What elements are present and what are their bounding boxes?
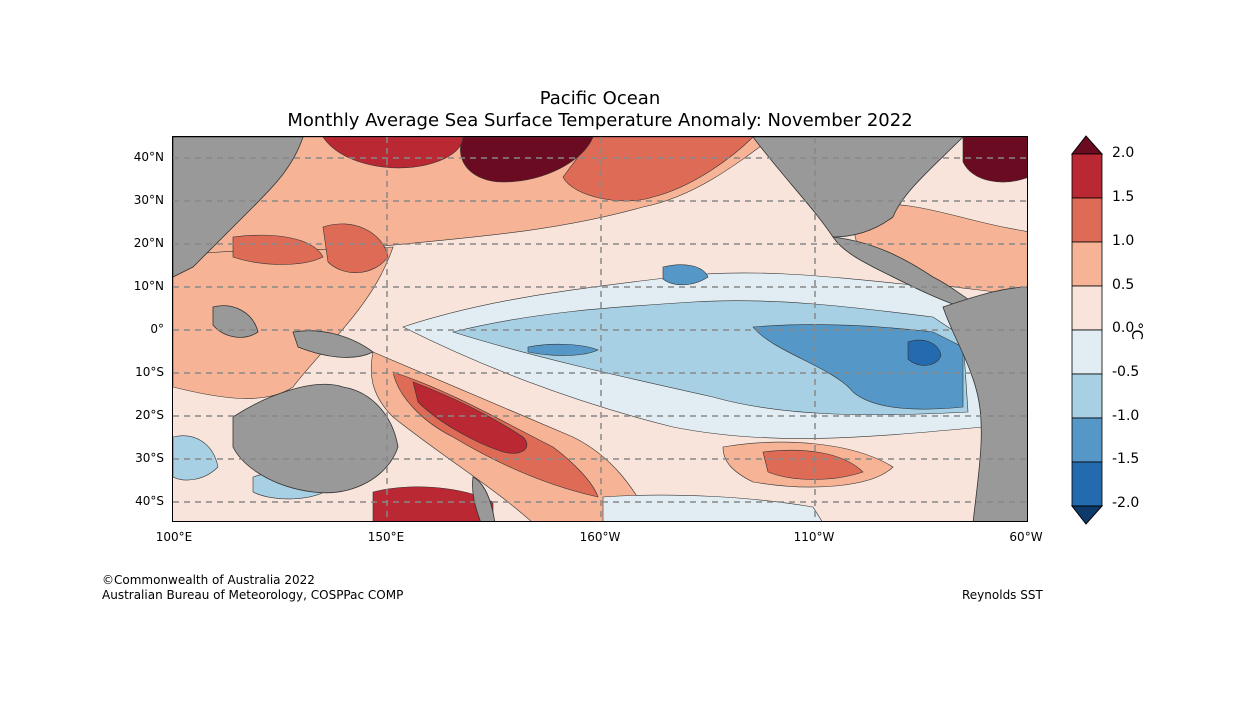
warm-anomaly-northwest-2 [322,223,389,273]
data-source-text: Reynolds SST [962,588,1043,602]
lat-label-10n: 10°N [133,279,164,293]
warm-anomaly-new-zealand [372,486,494,521]
colorbar-extend-high [1070,135,1104,155]
colorbar-bin-2 [1071,197,1103,243]
lat-label-30n: 30°N [133,193,164,207]
colorbar-bin-1 [1071,153,1103,199]
warm-anomaly-north-peak [460,137,594,183]
land-australia [232,383,399,494]
land-north-america [752,137,964,238]
map-title: Pacific Ocean [539,88,661,109]
anomaly-map [172,136,1028,522]
colorbar [1070,135,1104,525]
land-new-zealand [472,476,496,521]
colorbar-bin-7 [1071,417,1103,463]
colorbar-tick-minus-0.5: -0.5 [1112,364,1140,380]
cool-anomaly-eastern-peak [907,339,942,366]
colorbar-tick-0.5: 0.5 [1112,277,1135,293]
colorbar-tick-minus-1.0: -1.0 [1112,408,1140,424]
colorbar-unit-label: °C [1128,322,1146,340]
warm-anomaly-northeast-peak [962,137,1027,183]
colorbar-tick-minus-2.0: -2.0 [1112,495,1140,511]
lon-label-150e: 150°E [367,530,405,544]
lat-label-20n: 20°N [133,236,164,250]
land-new-guinea [292,330,374,358]
colorbar-tick-minus-1.5: -1.5 [1112,451,1140,467]
warm-anomaly-south-diagonal-peak [412,381,528,454]
colorbar-tick-2.0: 2.0 [1112,145,1135,161]
lat-label-30s: 30°S [135,451,164,465]
lon-label-60w: 60°W [1009,530,1043,544]
land-south-america [942,286,1027,521]
lat-label-40s: 40°S [135,494,164,508]
colorbar-bin-5 [1071,329,1103,375]
map-subtitle: Monthly Average Sea Surface Temperature … [287,110,913,131]
colorbar-bin-4 [1071,285,1103,331]
organization-text: Australian Bureau of Meteorology, COSPPa… [102,588,404,602]
warm-anomaly-southeast-core [762,449,864,480]
cool-anomaly-central [527,343,599,356]
lon-label-160w: 160°W [579,530,621,544]
lat-label-equator: 0° [150,322,164,336]
warm-anomaly-northwest-strong [322,137,464,169]
cool-anomaly-west-edge [173,435,219,481]
cool-anomaly-north-central [662,264,709,286]
colorbar-bin-3 [1071,241,1103,287]
lon-label-100e: 100°E [155,530,193,544]
warm-anomaly-northwest-1 [232,234,324,265]
lat-label-40n: 40°N [133,150,164,164]
graticule [173,137,1027,521]
lat-label-20s: 20°S [135,408,164,422]
land-borneo [212,305,259,338]
colorbar-extend-low [1070,505,1104,525]
warm-anomaly-northcentral [562,137,754,202]
colorbar-tick-1.0: 1.0 [1112,233,1135,249]
colorbar-tick-1.5: 1.5 [1112,189,1135,205]
anomaly-map-canvas [173,137,1027,521]
land-asia [173,137,304,278]
lat-label-10s: 10°S [135,365,164,379]
colorbar-tick-0.0: 0.0 [1112,320,1135,336]
colorbar-bin-6 [1071,373,1103,419]
lon-label-110w: 110°W [793,530,835,544]
colorbar-bin-8 [1071,461,1103,507]
copyright-text: ©Commonwealth of Australia 2022 [102,573,315,587]
